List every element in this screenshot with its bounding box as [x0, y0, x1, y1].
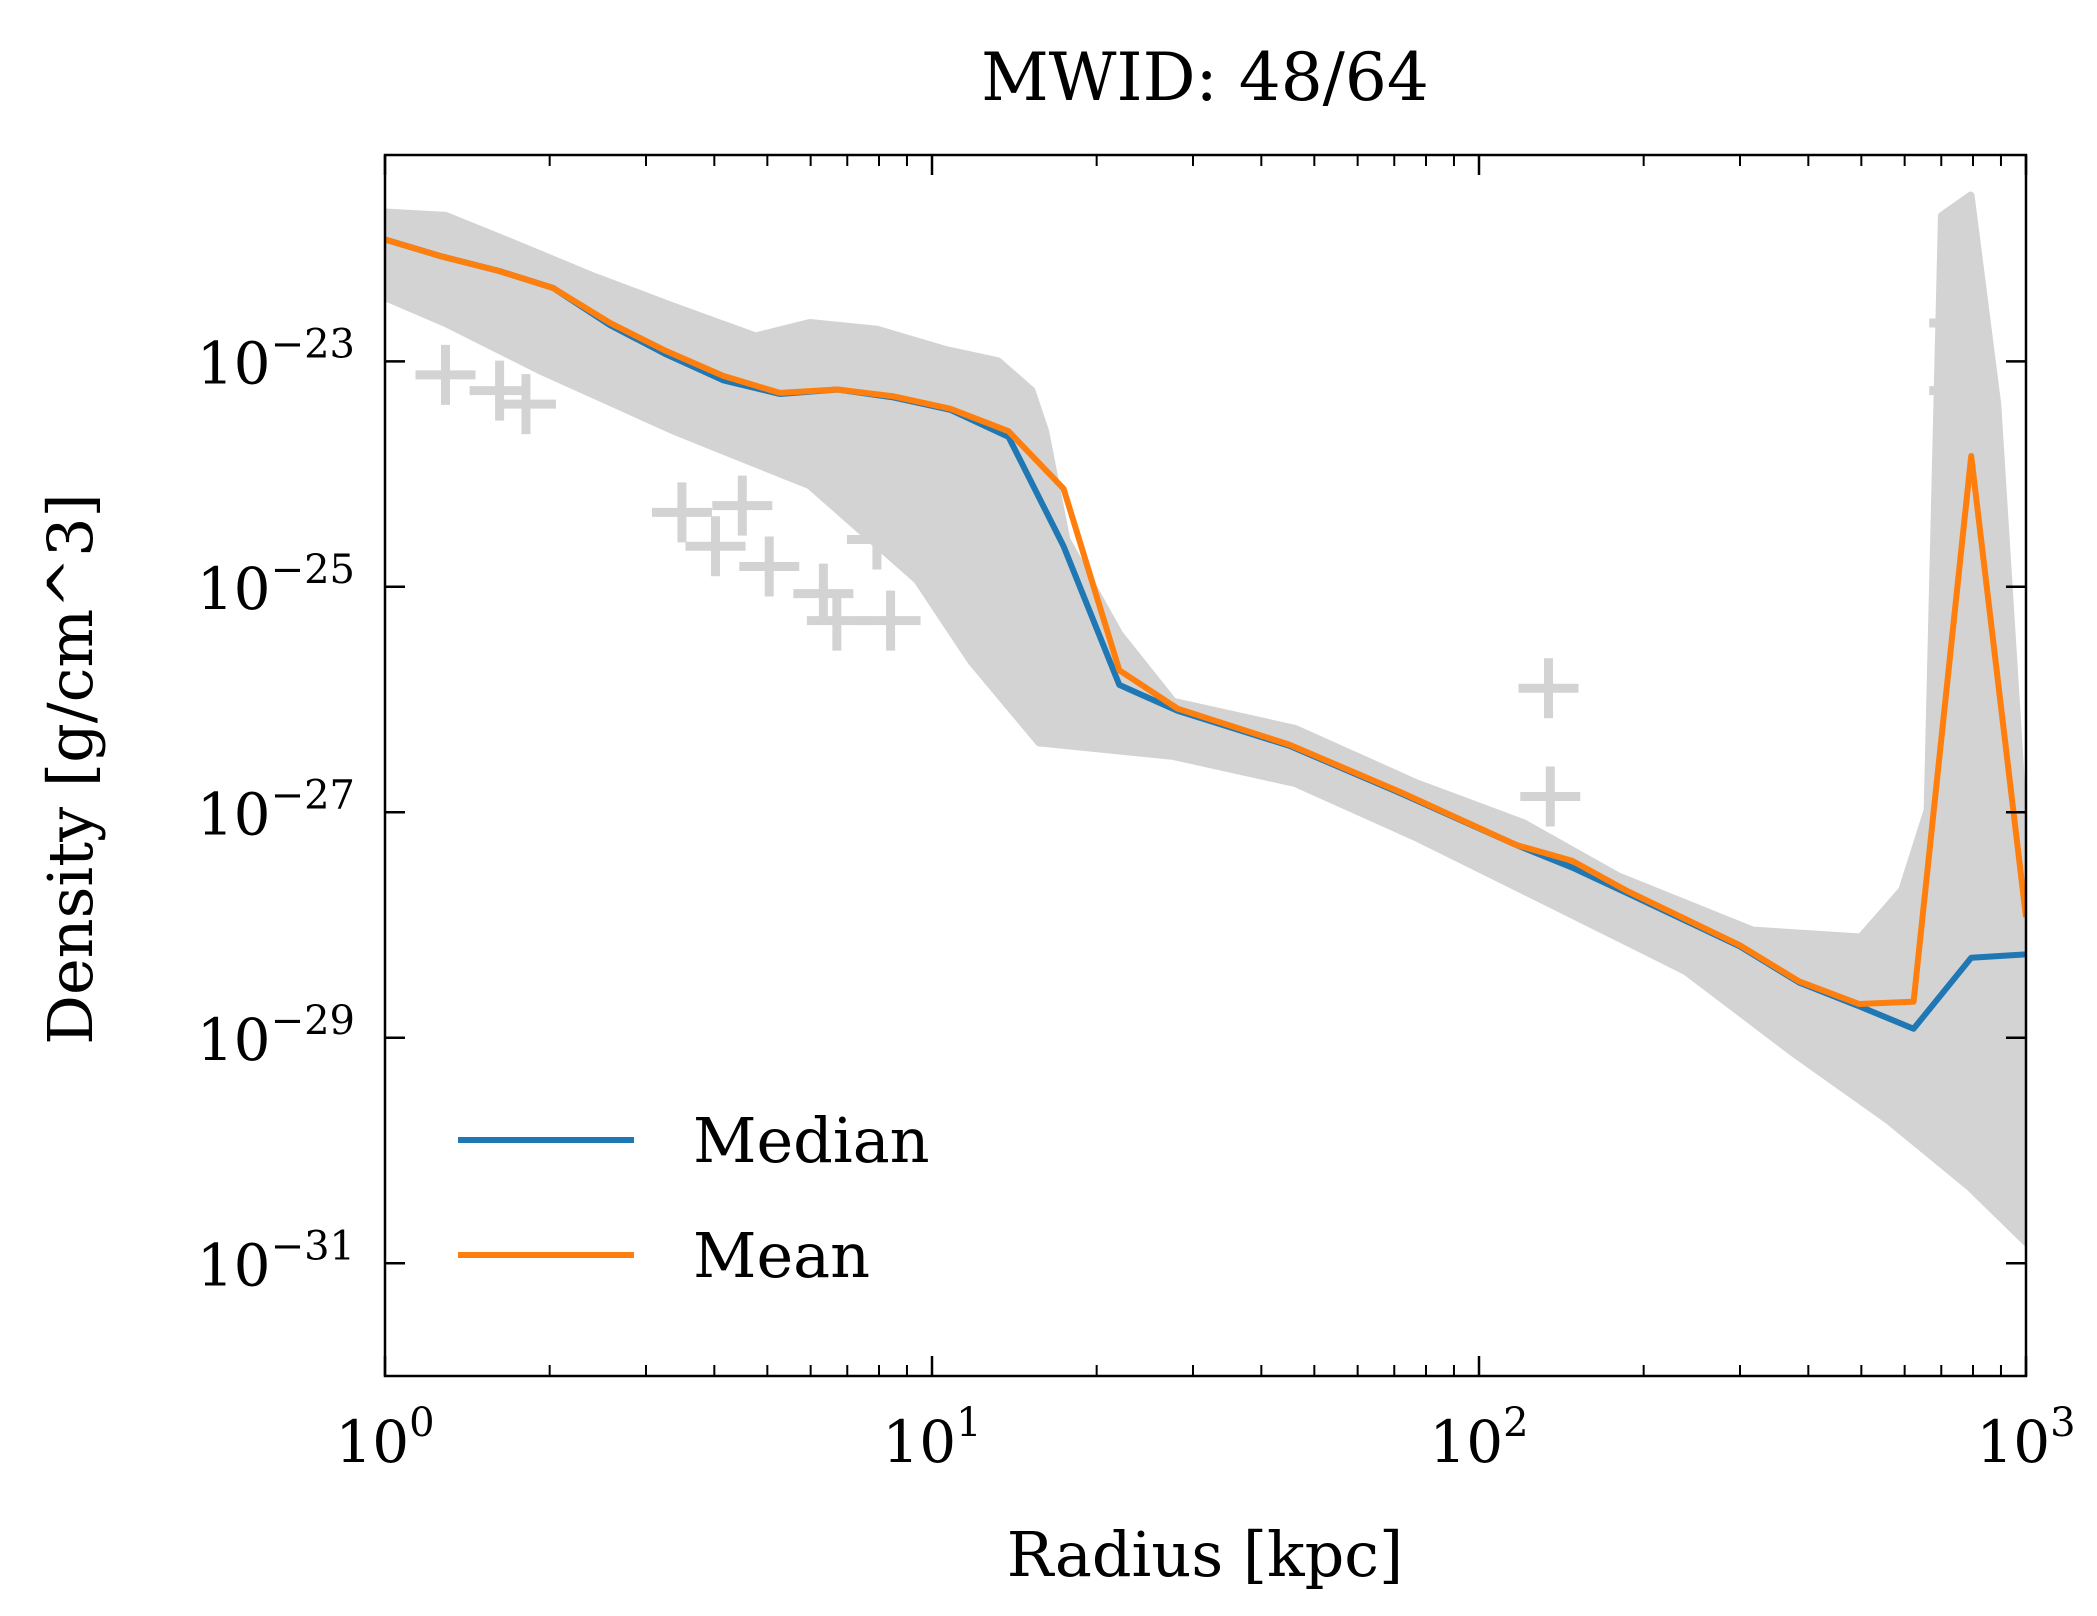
x-axis-label: Radius [kpc] [1007, 1518, 1403, 1591]
x-tick-exponent: 3 [2050, 1400, 2075, 1446]
y-tick-exponent: −25 [271, 547, 355, 593]
scatter-outlier-point [860, 590, 921, 651]
scatter-outlier-point [685, 516, 746, 577]
scatter-outlier-point [915, 536, 976, 597]
x-tick-label: 101 [882, 1400, 981, 1476]
scatter-outlier-point [651, 482, 712, 543]
y-tick-label: 10−29 [197, 998, 355, 1074]
legend-label-median: Median [693, 1104, 930, 1177]
y-tick-exponent: −23 [271, 321, 355, 367]
y-tick-exponent: −31 [271, 1223, 355, 1269]
x-tick-exponent: 0 [409, 1400, 434, 1446]
x-tick-exponent: 2 [1503, 1400, 1528, 1446]
legend: Median Mean [458, 1104, 930, 1292]
scatter-outlier-point [1929, 292, 1990, 353]
scatter-outlier-point [1929, 360, 1990, 421]
scatter-outlier-point [469, 360, 530, 421]
y-tick-label: 10−31 [197, 1223, 355, 1299]
x-tick-label: 103 [1976, 1400, 2075, 1476]
chart-title: MWID: 48/64 [981, 39, 1429, 116]
legend-label-mean: Mean [693, 1219, 870, 1292]
scatter-outlier-point [712, 475, 773, 536]
y-tick-label: 10−25 [197, 547, 355, 623]
y-tick-exponent: −27 [271, 772, 355, 818]
y-tick-label: 10−23 [197, 321, 355, 397]
y-tick-exponent: −29 [271, 998, 355, 1044]
scatter-outlier-point [415, 344, 476, 405]
x-tick-label: 102 [1429, 1400, 1528, 1476]
x-tick-label: 100 [335, 1400, 434, 1476]
scatter-outlier-point [495, 374, 556, 435]
scatter-outlier-point [846, 509, 907, 570]
scatter-outlier-point [793, 563, 854, 624]
y-tick-label: 10−27 [197, 772, 355, 848]
y-axis-label: Density [g/cm^3] [34, 493, 107, 1045]
scatter-outlier-point [806, 590, 867, 651]
series-lines [385, 236, 2026, 1032]
scatter-outlier-point [1518, 658, 1579, 719]
plot-frame [383, 153, 2028, 1378]
scatter-outlier-point [739, 536, 800, 597]
series-line-mean [385, 236, 2026, 1007]
x-tick-exponent: 1 [956, 1400, 981, 1446]
scatter-outlier-point [1520, 766, 1581, 827]
